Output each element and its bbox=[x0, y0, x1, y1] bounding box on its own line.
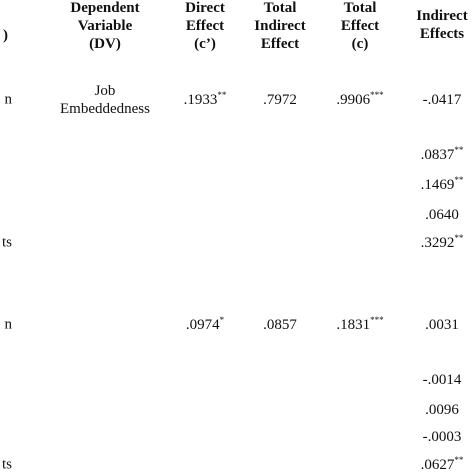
value-cell: .0031 bbox=[425, 316, 459, 334]
coefficient: -.0417 bbox=[422, 92, 462, 108]
value-cell: .9906*** bbox=[336, 91, 383, 109]
header-cell: Effect bbox=[340, 18, 380, 34]
value-cell: -.0417 bbox=[423, 91, 462, 109]
value-cell: .0627** bbox=[421, 456, 464, 474]
row-stub: n bbox=[4, 91, 13, 108]
row-stub: ts bbox=[1, 456, 12, 473]
header-cell: (c) bbox=[351, 36, 369, 52]
coefficient: .0096 bbox=[425, 402, 459, 418]
header-cell: Effect bbox=[260, 36, 300, 52]
header-cell: Effects bbox=[419, 26, 465, 42]
value-cell: .0857 bbox=[263, 316, 297, 334]
dv-cell: Job bbox=[94, 83, 116, 99]
value-cell: -.0003 bbox=[423, 428, 462, 446]
header-cell: Indirect bbox=[416, 8, 468, 24]
value-cell: -.0014 bbox=[423, 371, 462, 389]
value-cell: .3292** bbox=[421, 234, 464, 252]
coefficient: .0857 bbox=[263, 317, 297, 333]
dv-cell: Embeddedness bbox=[60, 101, 150, 117]
header-cell: Total bbox=[343, 0, 377, 16]
header-cell: Effect bbox=[185, 18, 225, 34]
coefficient: .0031 bbox=[425, 317, 459, 333]
significance: ** bbox=[454, 175, 464, 185]
significance: ** bbox=[454, 233, 464, 243]
coefficient: .1831 bbox=[336, 317, 371, 333]
significance: *** bbox=[370, 90, 384, 100]
row-stub: n bbox=[4, 316, 13, 333]
header-stub: ) bbox=[3, 27, 8, 44]
header-cell: Total bbox=[263, 0, 297, 16]
coefficient: .0837 bbox=[420, 147, 455, 163]
header-cell: Variable bbox=[77, 18, 133, 34]
significance: * bbox=[219, 315, 225, 325]
significance: ** bbox=[217, 90, 227, 100]
value-cell: .0640 bbox=[425, 206, 459, 224]
significance: ** bbox=[454, 455, 464, 465]
coefficient: .7972 bbox=[263, 92, 297, 108]
value-cell: .1469** bbox=[421, 176, 464, 194]
header-cell: Direct bbox=[185, 0, 225, 16]
value-cell: .0837** bbox=[421, 146, 464, 164]
coefficient: -.0003 bbox=[422, 429, 462, 445]
significance: ** bbox=[454, 145, 464, 155]
value-cell: .0096 bbox=[425, 401, 459, 419]
value-cell: .1933** bbox=[184, 91, 227, 109]
coefficient: .3292 bbox=[420, 235, 455, 251]
coefficient: .0974 bbox=[185, 317, 220, 333]
header-cell: Indirect bbox=[254, 18, 306, 34]
coefficient: .0640 bbox=[425, 207, 459, 223]
coefficient: -.0014 bbox=[422, 372, 462, 388]
coefficient: .1469 bbox=[420, 177, 455, 193]
coefficient: .1933 bbox=[183, 92, 218, 108]
row-stub: ts bbox=[1, 234, 12, 251]
header-cell: Dependent bbox=[70, 0, 140, 16]
coefficient: .0627 bbox=[420, 457, 455, 473]
significance: *** bbox=[370, 315, 384, 325]
coefficient: .9906 bbox=[336, 92, 371, 108]
value-cell: .7972 bbox=[263, 91, 297, 109]
value-cell: .1831*** bbox=[336, 316, 383, 334]
header-cell: (DV) bbox=[89, 36, 121, 52]
value-cell: .0974* bbox=[186, 316, 224, 334]
header-cell: (c’) bbox=[194, 36, 216, 52]
